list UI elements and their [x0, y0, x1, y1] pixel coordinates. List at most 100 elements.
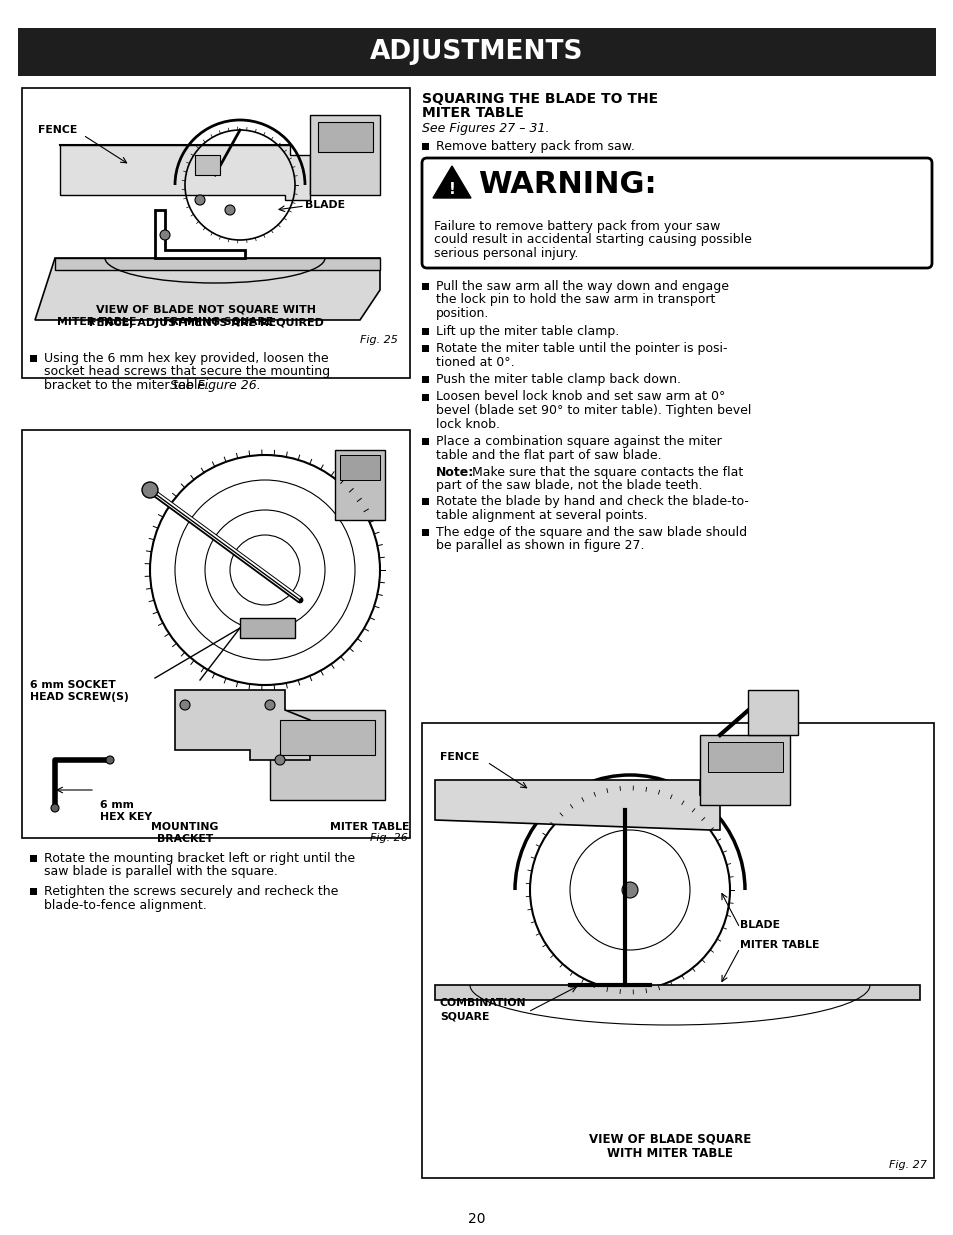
Text: Using the 6 mm hex key provided, loosen the: Using the 6 mm hex key provided, loosen … [44, 352, 328, 366]
Bar [22, 88, 410, 378]
Bar [240, 618, 294, 638]
Text: Fig. 25: Fig. 25 [359, 335, 397, 345]
Text: ADJUSTMENTS: ADJUSTMENTS [370, 40, 583, 65]
Text: position.: position. [436, 308, 489, 320]
Text: Rotate the miter table until the pointer is posi-: Rotate the miter table until the pointer… [436, 342, 727, 354]
Bar [421, 529, 429, 536]
Text: Loosen bevel lock knob and set saw arm at 0°: Loosen bevel lock knob and set saw arm a… [436, 390, 724, 404]
Bar [30, 888, 37, 895]
Bar [30, 855, 37, 862]
Circle shape [225, 205, 234, 215]
Text: serious personal injury.: serious personal injury. [434, 247, 578, 261]
Text: 20: 20 [468, 1212, 485, 1226]
Text: MITER TABLE: MITER TABLE [740, 940, 819, 950]
Bar [421, 283, 429, 290]
Polygon shape [174, 690, 310, 760]
Text: MITER TABLE: MITER TABLE [421, 106, 523, 120]
Text: Fig. 27: Fig. 27 [888, 1160, 926, 1170]
Polygon shape [60, 144, 310, 200]
Text: Failure to remove battery pack from your saw: Failure to remove battery pack from your… [434, 220, 720, 233]
Bar [18, 28, 935, 77]
Text: could result in accidental starting causing possible: could result in accidental starting caus… [434, 233, 751, 247]
Bar [421, 722, 933, 1178]
Bar [707, 742, 782, 772]
Text: tioned at 0°.: tioned at 0°. [436, 356, 514, 368]
Text: VIEW OF BLADE NOT SQUARE WITH: VIEW OF BLADE NOT SQUARE WITH [96, 305, 315, 315]
Circle shape [51, 804, 59, 811]
FancyBboxPatch shape [421, 158, 931, 268]
Text: WARNING:: WARNING: [477, 170, 656, 199]
Polygon shape [435, 781, 720, 830]
Circle shape [160, 230, 170, 240]
Text: COMBINATION: COMBINATION [439, 998, 526, 1008]
Bar [280, 720, 375, 755]
Text: Fig. 26: Fig. 26 [370, 832, 408, 844]
Circle shape [621, 882, 638, 898]
Text: BLADE: BLADE [305, 200, 345, 210]
Text: Rotate the blade by hand and check the blade-to-: Rotate the blade by hand and check the b… [436, 495, 748, 508]
Text: Place a combination square against the miter: Place a combination square against the m… [436, 435, 721, 448]
Text: Note:: Note: [436, 466, 474, 479]
Text: FRAMING SQUARE: FRAMING SQUARE [163, 317, 273, 327]
Circle shape [194, 195, 205, 205]
Text: See Figure 26.: See Figure 26. [170, 379, 260, 391]
Bar [270, 710, 385, 800]
Bar [421, 143, 429, 149]
Text: 6 mm SOCKET: 6 mm SOCKET [30, 680, 115, 690]
Text: bracket to the miter table.: bracket to the miter table. [44, 379, 213, 391]
Bar [22, 430, 410, 839]
Text: lock knob.: lock knob. [436, 417, 499, 431]
Bar [421, 498, 429, 505]
Text: BRACKET: BRACKET [156, 834, 213, 844]
Bar [700, 735, 789, 805]
Text: 6 mm: 6 mm [100, 800, 133, 810]
Text: SQUARE: SQUARE [439, 1011, 489, 1021]
Bar [30, 354, 37, 362]
Bar [421, 394, 429, 400]
Polygon shape [35, 258, 379, 320]
Bar [194, 156, 220, 175]
Text: See Figures 27 – 31.: See Figures 27 – 31. [421, 122, 549, 135]
Text: blade-to-fence alignment.: blade-to-fence alignment. [44, 899, 207, 911]
Text: FENCE: FENCE [439, 752, 478, 762]
Text: SQUARING THE BLADE TO THE: SQUARING THE BLADE TO THE [421, 91, 658, 106]
Circle shape [180, 700, 190, 710]
Text: HEAD SCREW(S): HEAD SCREW(S) [30, 692, 129, 701]
Text: MOUNTING: MOUNTING [152, 823, 218, 832]
Polygon shape [154, 210, 245, 258]
Text: MITER TABLE: MITER TABLE [57, 317, 136, 327]
Text: Rotate the mounting bracket left or right until the: Rotate the mounting bracket left or righ… [44, 852, 355, 864]
Polygon shape [55, 258, 379, 270]
Text: Lift up the miter table clamp.: Lift up the miter table clamp. [436, 325, 618, 337]
Text: BLADE: BLADE [740, 920, 780, 930]
Bar [747, 690, 797, 735]
Text: FENCE, ADJUSTMENTS ARE REQUIRED: FENCE, ADJUSTMENTS ARE REQUIRED [89, 317, 323, 329]
Bar [421, 327, 429, 335]
Text: saw blade is parallel with the square.: saw blade is parallel with the square. [44, 866, 277, 878]
Bar [335, 450, 385, 520]
Bar [421, 438, 429, 445]
Text: !: ! [448, 183, 455, 198]
Text: Remove battery pack from saw.: Remove battery pack from saw. [436, 140, 634, 153]
Polygon shape [433, 165, 471, 198]
Text: Pull the saw arm all the way down and engage: Pull the saw arm all the way down and en… [436, 280, 728, 293]
Text: Make sure that the square contacts the flat: Make sure that the square contacts the f… [468, 466, 742, 479]
Text: The edge of the square and the saw blade should: The edge of the square and the saw blade… [436, 526, 746, 538]
Polygon shape [435, 986, 919, 1000]
Text: Push the miter table clamp back down.: Push the miter table clamp back down. [436, 373, 680, 387]
Circle shape [274, 755, 285, 764]
Bar [317, 122, 373, 152]
Circle shape [142, 482, 158, 498]
Bar [339, 454, 379, 480]
Text: Retighten the screws securely and recheck the: Retighten the screws securely and rechec… [44, 885, 338, 898]
Bar [421, 375, 429, 383]
Text: HEX KEY: HEX KEY [100, 811, 152, 823]
Text: socket head screws that secure the mounting: socket head screws that secure the mount… [44, 366, 330, 378]
Bar [421, 345, 429, 352]
Text: be parallel as shown in figure 27.: be parallel as shown in figure 27. [436, 540, 644, 552]
Text: part of the saw blade, not the blade teeth.: part of the saw blade, not the blade tee… [436, 479, 701, 493]
Text: FENCE: FENCE [38, 125, 77, 135]
Text: the lock pin to hold the saw arm in transport: the lock pin to hold the saw arm in tran… [436, 294, 715, 306]
Text: bevel (blade set 90° to miter table). Tighten bevel: bevel (blade set 90° to miter table). Ti… [436, 404, 751, 417]
Circle shape [265, 700, 274, 710]
